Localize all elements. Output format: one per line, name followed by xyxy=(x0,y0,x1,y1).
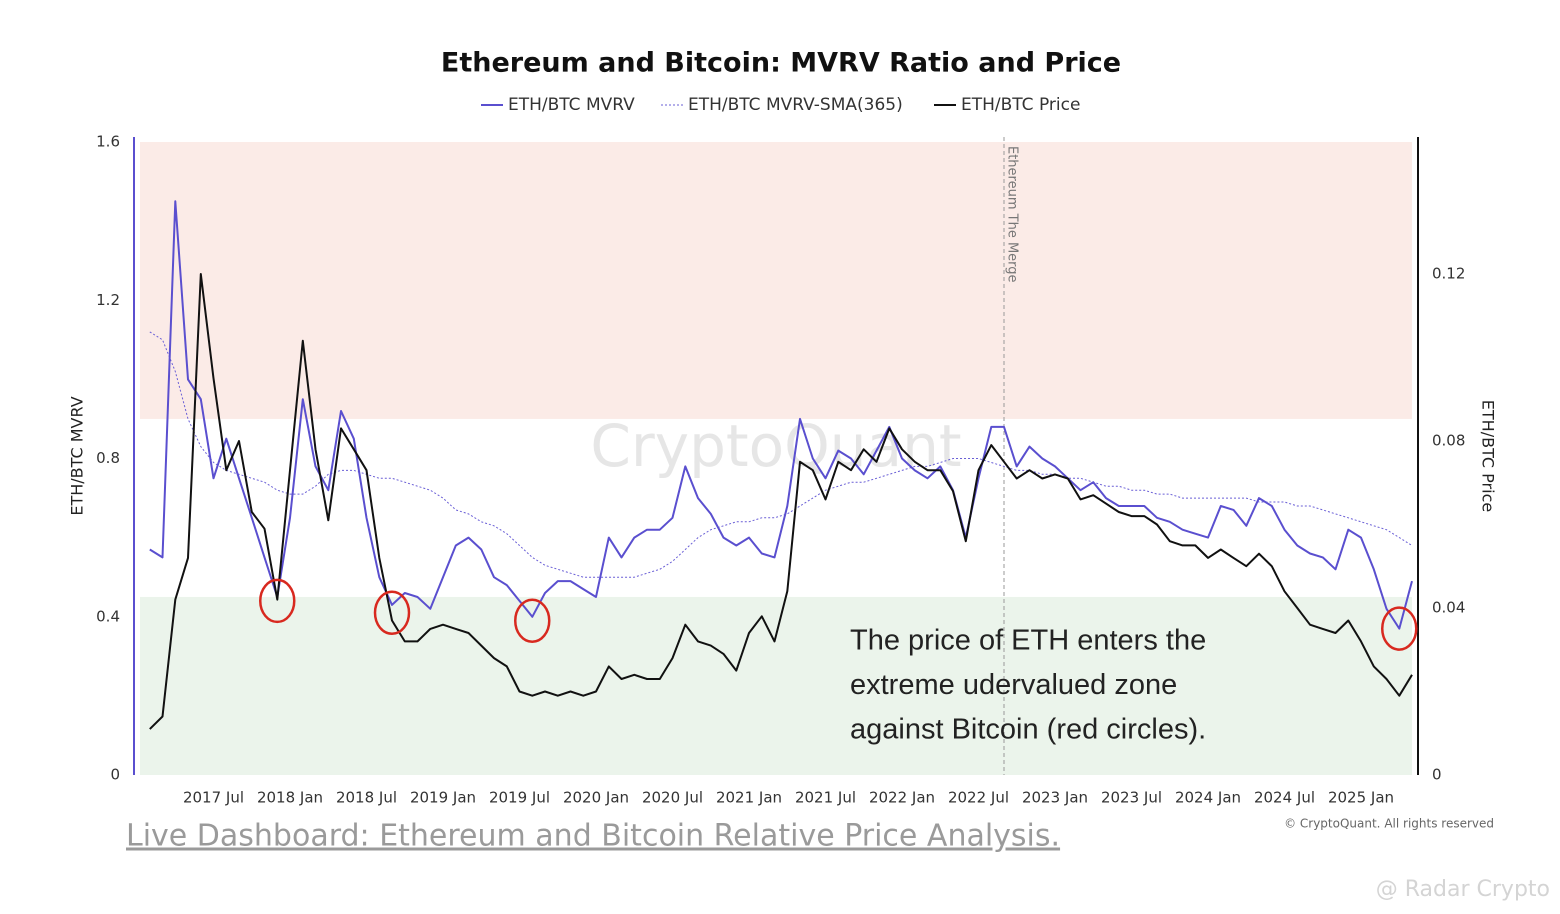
series-line xyxy=(149,273,1413,730)
dashboard-link[interactable]: Live Dashboard: Ethereum and Bitcoin Rel… xyxy=(126,819,1060,854)
series-line xyxy=(149,200,1413,630)
x-tick-label: 2024 Jul xyxy=(1254,789,1315,807)
y-tick-label: 0.4 xyxy=(96,607,120,625)
x-tick-label: 2025 Jan xyxy=(1328,789,1394,807)
y2-tick-label: 0.12 xyxy=(1432,264,1465,282)
annotation: against Bitcoin (red circles). xyxy=(850,714,1206,746)
annotation: The price of ETH enters the xyxy=(850,625,1206,657)
event-label: Ethereum The Merge xyxy=(1005,146,1020,283)
annotation: extreme udervalued zone xyxy=(850,669,1177,701)
y-tick-label: 1.2 xyxy=(96,291,120,309)
chart-title: Ethereum and Bitcoin: MVRV Ratio and Pri… xyxy=(441,48,1121,79)
x-tick-label: 2022 Jul xyxy=(948,789,1009,807)
zone xyxy=(140,596,1412,775)
credit-watermark: @ Radar Crypto xyxy=(1376,877,1550,902)
highlight-circle xyxy=(259,578,296,624)
x-tick-label: 2023 Jul xyxy=(1101,789,1162,807)
x-tick-label: 2019 Jan xyxy=(410,789,476,807)
legend-label: ETH/BTC Price xyxy=(961,95,1080,115)
x-tick-label: 2020 Jul xyxy=(642,789,703,807)
y2-tick-label: 0.04 xyxy=(1432,598,1465,616)
x-tick-label: 2017 Jul xyxy=(183,789,244,807)
y-tick-label: 1.6 xyxy=(96,133,120,151)
y-axis-label: ETH/BTC MVRV xyxy=(68,396,87,515)
y-tick-label: 0 xyxy=(110,766,120,784)
legend-label: ETH/BTC MVRV xyxy=(508,95,635,115)
legend-label: ETH/BTC MVRV-SMA(365) xyxy=(688,95,903,115)
series-line xyxy=(149,331,1413,578)
highlight-circle xyxy=(373,590,411,636)
y2-tick-label: 0.08 xyxy=(1432,431,1465,449)
y2-axis-label: ETH/BTC Price xyxy=(1479,400,1498,512)
x-tick-label: 2020 Jan xyxy=(563,789,629,807)
copyright: © CryptoQuant. All rights reserved xyxy=(1284,817,1494,831)
x-tick-label: 2021 Jan xyxy=(716,789,782,807)
x-tick-label: 2022 Jan xyxy=(869,789,935,807)
x-tick-label: 2019 Jul xyxy=(489,789,550,807)
x-tick-label: 2018 Jan xyxy=(257,789,323,807)
highlight-circle xyxy=(1381,606,1418,651)
highlight-circle xyxy=(514,598,551,643)
x-tick-label: 2024 Jan xyxy=(1175,789,1241,807)
y2-tick-label: 0 xyxy=(1432,766,1442,784)
zone xyxy=(140,142,1412,419)
x-tick-label: 2018 Jul xyxy=(336,789,397,807)
x-tick-label: 2021 Jul xyxy=(795,789,856,807)
y-tick-label: 0.8 xyxy=(96,449,120,467)
watermark: CryptoQuant xyxy=(590,412,961,480)
x-tick-label: 2023 Jan xyxy=(1022,789,1088,807)
